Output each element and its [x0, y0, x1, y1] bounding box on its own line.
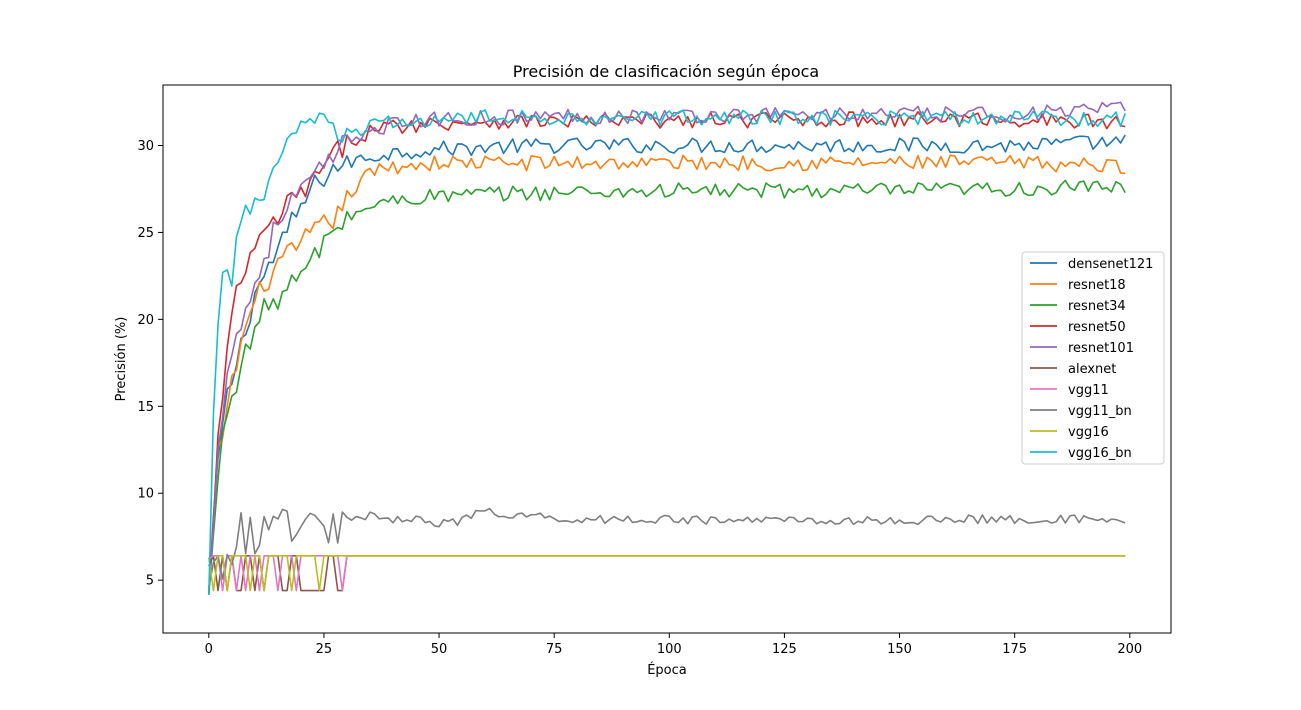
- series-line-vgg11-bn: [208, 507, 1126, 588]
- y-tick-label: 20: [137, 313, 154, 328]
- y-tick-label: 25: [137, 226, 154, 241]
- legend-items: densenet121 resnet18 resnet34 resnet50 resne…: [1030, 257, 1153, 461]
- series-line-vgg16: [208, 555, 1126, 592]
- x-tick-label: 125: [772, 642, 797, 657]
- plot-area: [162, 84, 1172, 634]
- x-tick-label: 175: [1002, 642, 1027, 657]
- series-line-resnet101: [208, 101, 1126, 591]
- y-tick-label: 30: [137, 139, 154, 154]
- x-axis-ticks: 0 25 50 75 100 125 150 175 200: [205, 633, 1142, 657]
- legend: densenet121 resnet18 resnet34 resnet50 resne…: [1021, 251, 1165, 465]
- legend-label: vgg16: [1068, 425, 1109, 440]
- x-tick-label: 150: [887, 642, 912, 657]
- legend-label: resnet18: [1068, 278, 1126, 293]
- legend-label: vgg11: [1068, 383, 1109, 398]
- legend-label: resnet50: [1068, 320, 1126, 335]
- series-line-resnet18: [208, 154, 1126, 594]
- x-tick-label: 100: [657, 642, 682, 657]
- y-axis-label: Precisión (%): [114, 317, 129, 402]
- y-axis-ticks: 5 10 15 20 25 30: [137, 139, 163, 589]
- legend-label: alexnet: [1068, 362, 1116, 377]
- plot-frame: [162, 84, 1172, 634]
- chart-title: Precisión de clasificación según época: [513, 62, 819, 81]
- y-tick-label: 10: [137, 487, 154, 502]
- legend-label: vgg11_bn: [1068, 404, 1132, 419]
- series-line-resnet34: [208, 179, 1126, 593]
- x-axis-label: Época: [647, 662, 687, 678]
- legend-label: densenet121: [1068, 257, 1153, 272]
- legend-label: resnet34: [1068, 299, 1126, 314]
- series-line-vgg16-bn: [208, 109, 1126, 596]
- x-tick-label: 0: [205, 642, 213, 657]
- x-tick-label: 200: [1117, 642, 1142, 657]
- legend-label: resnet101: [1068, 341, 1134, 356]
- legend-box: [1021, 251, 1165, 465]
- series-layer: [208, 101, 1126, 596]
- y-tick-label: 15: [137, 400, 154, 415]
- x-tick-label: 75: [546, 642, 563, 657]
- series-line-densenet121: [208, 134, 1126, 595]
- x-tick-label: 25: [316, 642, 333, 657]
- y-tick-label: 5: [146, 574, 154, 589]
- x-tick-label: 50: [431, 642, 448, 657]
- legend-label: vgg16_bn: [1068, 446, 1132, 461]
